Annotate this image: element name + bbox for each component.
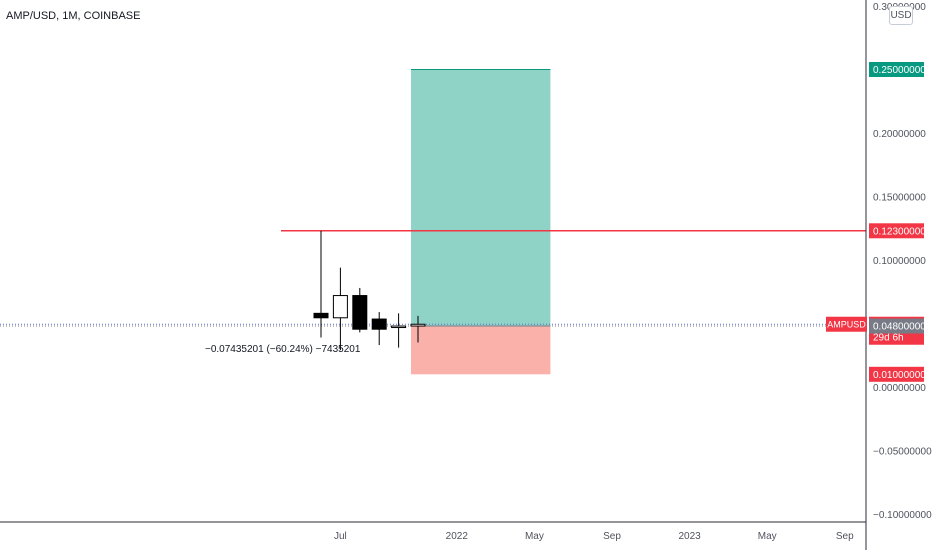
symbol-title: AMP/USD, 1M, COINBASE [6, 10, 141, 22]
candle [371, 312, 387, 346]
horizontal-lines [0, 230, 866, 327]
x-tick-label: Sep [603, 531, 621, 542]
candle-body [332, 295, 348, 319]
price-label-text: 0.25000000 [873, 65, 926, 76]
candle [332, 267, 348, 351]
candle [410, 315, 426, 343]
x-tick-label: 2023 [678, 531, 701, 542]
candle-body [371, 318, 387, 330]
stop-zone [411, 326, 551, 375]
candle [313, 230, 329, 338]
target-zone [411, 69, 551, 327]
x-tick-label: May [525, 531, 544, 542]
candle-body [313, 312, 329, 319]
position-zones [411, 69, 551, 375]
y-tick-label: 0.20000000 [873, 129, 926, 140]
candle-body [410, 323, 426, 327]
price-label-text: 0.01000000 [873, 370, 926, 381]
price-label-entry [869, 318, 924, 334]
price-label-target [869, 62, 924, 77]
y-tick-label: −0.10000000 [873, 510, 932, 521]
y-tick-label: 0.10000000 [873, 256, 926, 267]
countdown-text: 29d 6h [873, 333, 904, 344]
x-tick-label: May [758, 531, 777, 542]
time-axis: Jul 2022 May Sep 2023 May Sep [0, 521, 866, 542]
y-tick-label: −0.05000000 [873, 447, 932, 458]
price-label-text: 0.04800000 [873, 322, 926, 333]
symbol-tag-text: AMPUSD [827, 320, 866, 330]
candle [391, 313, 407, 348]
price-label-text: 0.12300000 [873, 226, 926, 237]
price-label-resistance [869, 223, 924, 239]
x-tick-label: Jul [334, 531, 347, 542]
price-axis: 0.300000000.200000000.150000000.10000000… [865, 0, 932, 550]
candle-body [352, 295, 368, 330]
annotations: −0.07435201 (−60.24%) −7435201 [205, 344, 361, 355]
candlestick-series [313, 230, 426, 351]
symbol-tag [826, 316, 867, 332]
y-tick-label: 0.15000000 [873, 193, 926, 204]
measure-annotation: −0.07435201 (−60.24%) −7435201 [205, 344, 361, 355]
candle [352, 287, 368, 333]
x-tick-label: 2022 [446, 531, 469, 542]
x-tick-label: Sep [836, 531, 854, 542]
candle-body [391, 325, 407, 329]
y-tick-label: 0.00000000 [873, 383, 926, 394]
currency-button[interactable]: USD [889, 6, 913, 25]
price-label-stop [869, 366, 924, 382]
